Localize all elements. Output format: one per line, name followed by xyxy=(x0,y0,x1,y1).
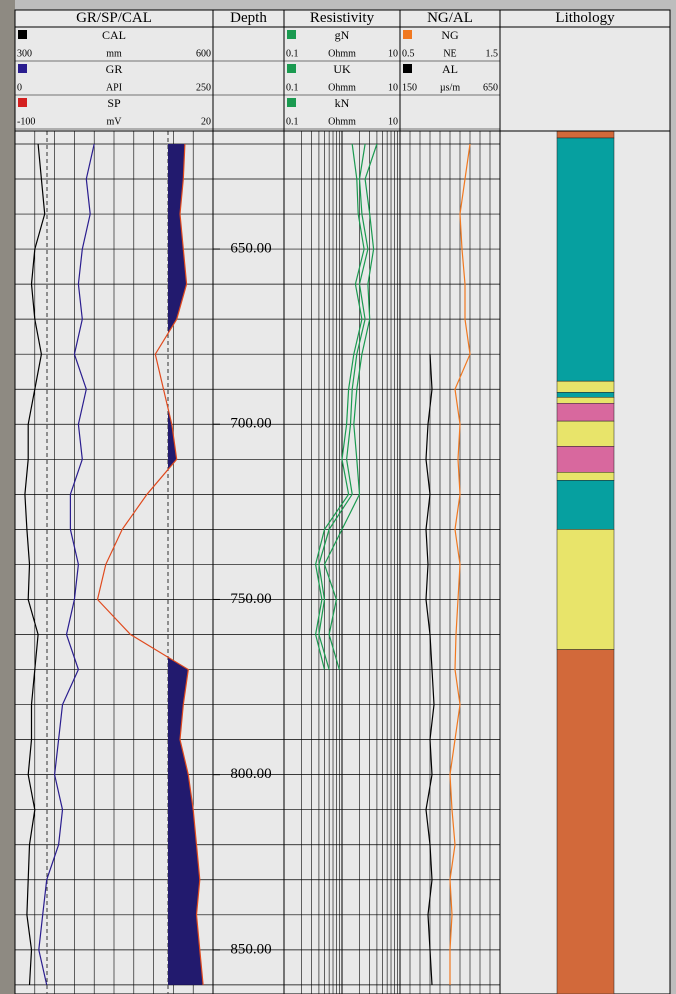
y-tick-label: 750.00 xyxy=(230,591,271,607)
scale-max: 10 xyxy=(388,82,398,93)
series-name: UK xyxy=(333,62,351,76)
lithology-interval xyxy=(557,397,614,403)
scale-min: -100 xyxy=(17,116,35,127)
series-name: CAL xyxy=(102,28,126,42)
photo-strip xyxy=(0,0,15,994)
scale-unit: Ohmm xyxy=(328,82,356,93)
lithology-interval xyxy=(557,138,614,381)
well-log: Depth Lithology 650.00 700.00 750.00 800.00 85… xyxy=(0,0,676,994)
scale-min: 0.5 xyxy=(402,48,415,59)
scale-max: 250 xyxy=(196,82,211,93)
scale-unit: µs/m xyxy=(440,82,460,93)
legend-swatch xyxy=(18,64,27,73)
scale-max: 20 xyxy=(201,116,211,127)
legend-swatch xyxy=(287,98,296,107)
lithology-interval xyxy=(557,392,614,397)
y-tick-label: 700.00 xyxy=(230,416,271,432)
scale-max: 1.5 xyxy=(486,48,499,59)
scale-min: 0.1 xyxy=(286,48,299,59)
scale-unit: mm xyxy=(106,48,122,59)
legend-swatch xyxy=(18,30,27,39)
series-name: AL xyxy=(442,62,458,76)
scale-unit: API xyxy=(106,82,122,93)
y-tick-label: 850.00 xyxy=(230,941,271,957)
lithology-title: Lithology xyxy=(555,10,615,26)
scale-min: 0 xyxy=(17,82,22,93)
scale-max: 650 xyxy=(483,82,498,93)
track-title: NG/AL xyxy=(427,10,473,26)
series-name: gN xyxy=(335,28,350,42)
scale-max: 10 xyxy=(388,48,398,59)
y-tick-label: 800.00 xyxy=(230,766,271,782)
legend-swatch xyxy=(403,64,412,73)
lithology-interval xyxy=(557,131,614,138)
series-name: kN xyxy=(335,96,350,110)
legend-swatch xyxy=(403,30,412,39)
track-title: GR/SP/CAL xyxy=(76,10,152,26)
legend-swatch xyxy=(287,64,296,73)
scale-min: 0.1 xyxy=(286,116,299,127)
track-title: Resistivity xyxy=(310,10,375,26)
legend-swatch xyxy=(287,30,296,39)
series-name: NG xyxy=(441,28,459,42)
depth-title: Depth xyxy=(230,10,267,26)
scale-min: 0.1 xyxy=(286,82,299,93)
lithology-interval xyxy=(557,421,614,446)
scale-min: 150 xyxy=(402,82,417,93)
lithology-interval xyxy=(557,480,614,529)
lithology-interval xyxy=(557,529,614,649)
scale-unit: mV xyxy=(107,116,123,127)
lithology-interval xyxy=(557,381,614,392)
lithology-interval xyxy=(557,403,614,421)
series-name: SP xyxy=(107,96,121,110)
series-name: GR xyxy=(106,62,123,76)
scale-max: 600 xyxy=(196,48,211,59)
scale-unit: Ohmm xyxy=(328,48,356,59)
lithology-interval xyxy=(557,472,614,480)
legend-swatch xyxy=(18,98,27,107)
lithology-interval xyxy=(557,650,614,994)
scale-min: 300 xyxy=(17,48,32,59)
y-tick-label: 650.00 xyxy=(230,241,271,257)
lithology-interval xyxy=(557,446,614,472)
scale-max: 10 xyxy=(388,116,398,127)
scale-unit: Ohmm xyxy=(328,116,356,127)
scale-unit: NE xyxy=(443,48,456,59)
